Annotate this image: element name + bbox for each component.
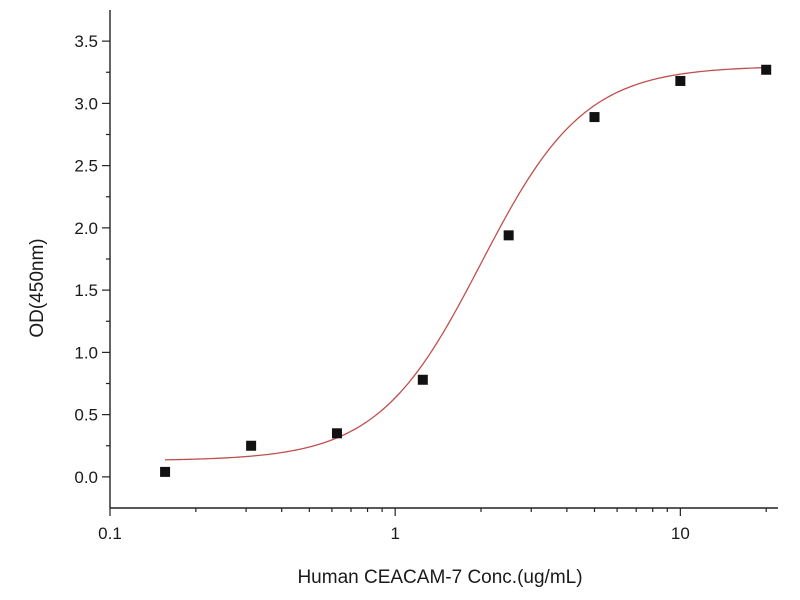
plot-area: 0.1 1 10 0.0 0.5 1.0 1.5 2.0 2.5 3.0 3.5 (74, 10, 778, 543)
y-axis-title: OD(450nm) (27, 238, 48, 337)
y-tick-label: 1.5 (74, 281, 98, 300)
y-tick-label: 1.0 (74, 343, 98, 362)
fit-curve (165, 66, 767, 461)
y-tick-label: 0.0 (74, 468, 98, 487)
x-tick-label: 1 (390, 524, 399, 543)
data-point (675, 75, 686, 86)
data-point (503, 230, 514, 241)
y-axis-ticks: 0.0 0.5 1.0 1.5 2.0 2.5 3.0 3.5 (74, 32, 110, 487)
x-axis-ticks: 0.1 1 10 (98, 508, 767, 543)
y-tick-label: 3.5 (74, 32, 98, 51)
x-tick-label: 0.1 (98, 524, 122, 543)
data-point (160, 466, 171, 477)
data-point (761, 64, 772, 75)
y-tick-label: 3.0 (74, 94, 98, 113)
data-point (246, 440, 257, 451)
y-tick-label: 0.5 (74, 406, 98, 425)
x-axis-title: Human CEACAM-7 Conc.(ug/mL) (297, 567, 582, 588)
y-tick-label: 2.5 (74, 157, 98, 176)
data-point (417, 374, 428, 385)
data-point (331, 428, 342, 439)
y-tick-label: 2.0 (74, 219, 98, 238)
x-tick-label: 10 (671, 524, 690, 543)
data-point (589, 112, 600, 123)
data-points (160, 64, 772, 477)
